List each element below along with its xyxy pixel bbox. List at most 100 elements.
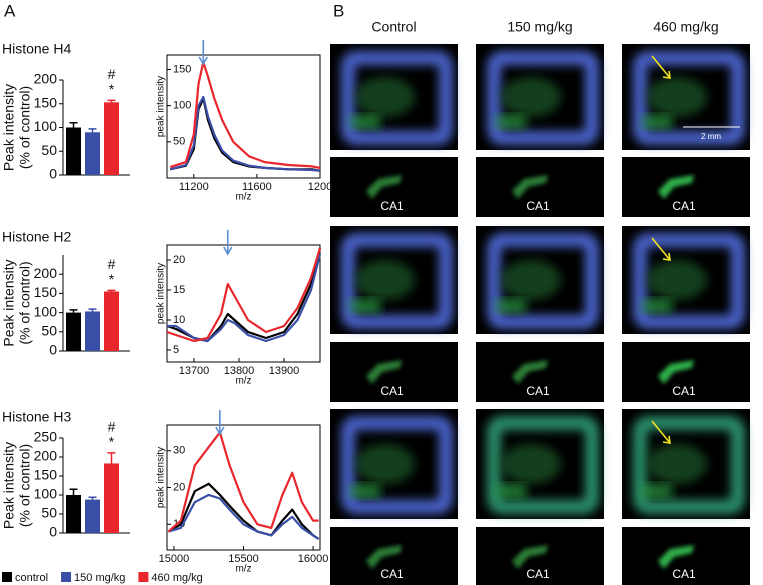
- tissue-core: [355, 444, 415, 484]
- tissue-green: [642, 484, 672, 498]
- y-tick-label: 200: [34, 448, 58, 464]
- chart-title: Histone H4: [2, 41, 71, 57]
- y-axis-label: (% of control): [17, 86, 33, 169]
- y-tick-label: 150: [173, 63, 191, 75]
- y-tick-label: 5: [173, 344, 179, 356]
- y-tick-label: 100: [34, 118, 58, 134]
- legend-swatch: [2, 572, 12, 582]
- tissue-outline: [633, 416, 745, 514]
- error-bar: [88, 496, 97, 500]
- x-axis-label: m/z: [235, 376, 251, 387]
- region-label: CA1: [526, 384, 550, 398]
- y-tick-label: 50: [41, 505, 57, 521]
- region-label: CA1: [526, 199, 550, 213]
- tissue-outline: [341, 233, 453, 329]
- y-tick-label: 200: [34, 265, 58, 281]
- ca1-region: [366, 360, 402, 384]
- ca1-region: [658, 175, 694, 199]
- tissue-core: [501, 260, 561, 300]
- legend-swatch: [138, 572, 149, 582]
- bar: [85, 132, 100, 175]
- plot-frame: [166, 54, 321, 179]
- spectrum-line: [166, 247, 322, 343]
- spectrum-line: [167, 482, 320, 540]
- y-tick-label: 0: [49, 166, 57, 182]
- y-axis-label: peak intensity: [156, 447, 167, 508]
- y-tick-label: 0: [49, 342, 57, 358]
- peak-arrow: [198, 40, 208, 66]
- x-tick-label: 13900: [269, 365, 300, 377]
- image-tile: [330, 342, 458, 402]
- y-tick-label: 50: [41, 142, 57, 158]
- spectrum-line: [167, 253, 322, 343]
- bar: [104, 291, 119, 351]
- image-tile: [476, 342, 604, 402]
- image-tile: [476, 157, 604, 217]
- image-tile: [476, 527, 604, 585]
- error-bar: [69, 488, 78, 495]
- error-bar: [107, 289, 116, 292]
- tissue-core: [355, 77, 415, 117]
- y-tick-label: 10: [173, 314, 185, 326]
- image-tile: [622, 527, 750, 585]
- bar: [104, 463, 119, 533]
- region-label: CA1: [380, 384, 404, 398]
- chart-title: Histone H3: [2, 409, 71, 425]
- y-tick-label: 20: [173, 481, 185, 493]
- tissue-core: [501, 444, 561, 484]
- x-axis-label: m/z: [235, 192, 251, 203]
- x-tick-label: 15500: [228, 553, 259, 565]
- legend-label: 150 mg/kg: [74, 572, 125, 584]
- y-tick-label: 15: [173, 284, 185, 296]
- ca1-region: [366, 545, 402, 569]
- x-tick-label: 1200: [308, 181, 332, 193]
- y-axis-label: (% of control): [17, 261, 33, 344]
- panel-label: A: [4, 1, 16, 20]
- image-tile: [622, 157, 750, 217]
- panel-label: B: [333, 1, 344, 20]
- tissue-core: [647, 260, 707, 300]
- region-label: CA1: [526, 567, 550, 581]
- image-tile: [622, 342, 750, 402]
- tissue-green: [642, 115, 672, 129]
- tissue-core: [355, 260, 415, 300]
- x-tick-label: 13700: [179, 365, 210, 377]
- y-tick-label: 100: [34, 303, 58, 319]
- annotation: *: [109, 271, 115, 287]
- column-header: 150 mg/kg: [507, 19, 572, 35]
- hotspot-arrow: [651, 55, 671, 79]
- error-bar: [88, 308, 97, 312]
- y-tick-label: 250: [34, 429, 58, 445]
- image-tile: [330, 157, 458, 217]
- bar: [66, 312, 81, 351]
- y-tick-label: 0: [49, 524, 57, 540]
- y-axis-label: peak intensity: [156, 76, 167, 137]
- tissue-green: [496, 115, 526, 129]
- annotation: #: [108, 66, 116, 82]
- spectrum-line: [169, 95, 321, 172]
- y-axis-label: Peak intensity: [1, 259, 17, 346]
- region-label: CA1: [380, 199, 404, 213]
- image-tile: [330, 527, 458, 585]
- column-header: Control: [371, 19, 416, 35]
- y-tick-label: 200: [34, 71, 58, 87]
- error-bar: [107, 452, 116, 464]
- region-label: CA1: [672, 199, 696, 213]
- y-tick-label: 20: [173, 254, 185, 266]
- bar: [66, 127, 81, 175]
- x-tick-label: 13800: [224, 365, 255, 377]
- ca1-region: [512, 360, 548, 384]
- tissue-green: [642, 299, 672, 313]
- bar: [85, 499, 100, 533]
- peak-arrow: [215, 410, 225, 436]
- annotation: #: [108, 256, 116, 272]
- ca1-region: [512, 545, 548, 569]
- column-header: 460 mg/kg: [653, 19, 718, 35]
- spectrum-line: [169, 61, 321, 169]
- y-tick-label: 100: [173, 100, 191, 112]
- x-tick-label: 16000: [298, 553, 329, 565]
- chart-title: Histone H2: [2, 229, 71, 245]
- tissue-outline: [487, 233, 599, 329]
- ca1-region: [658, 545, 694, 569]
